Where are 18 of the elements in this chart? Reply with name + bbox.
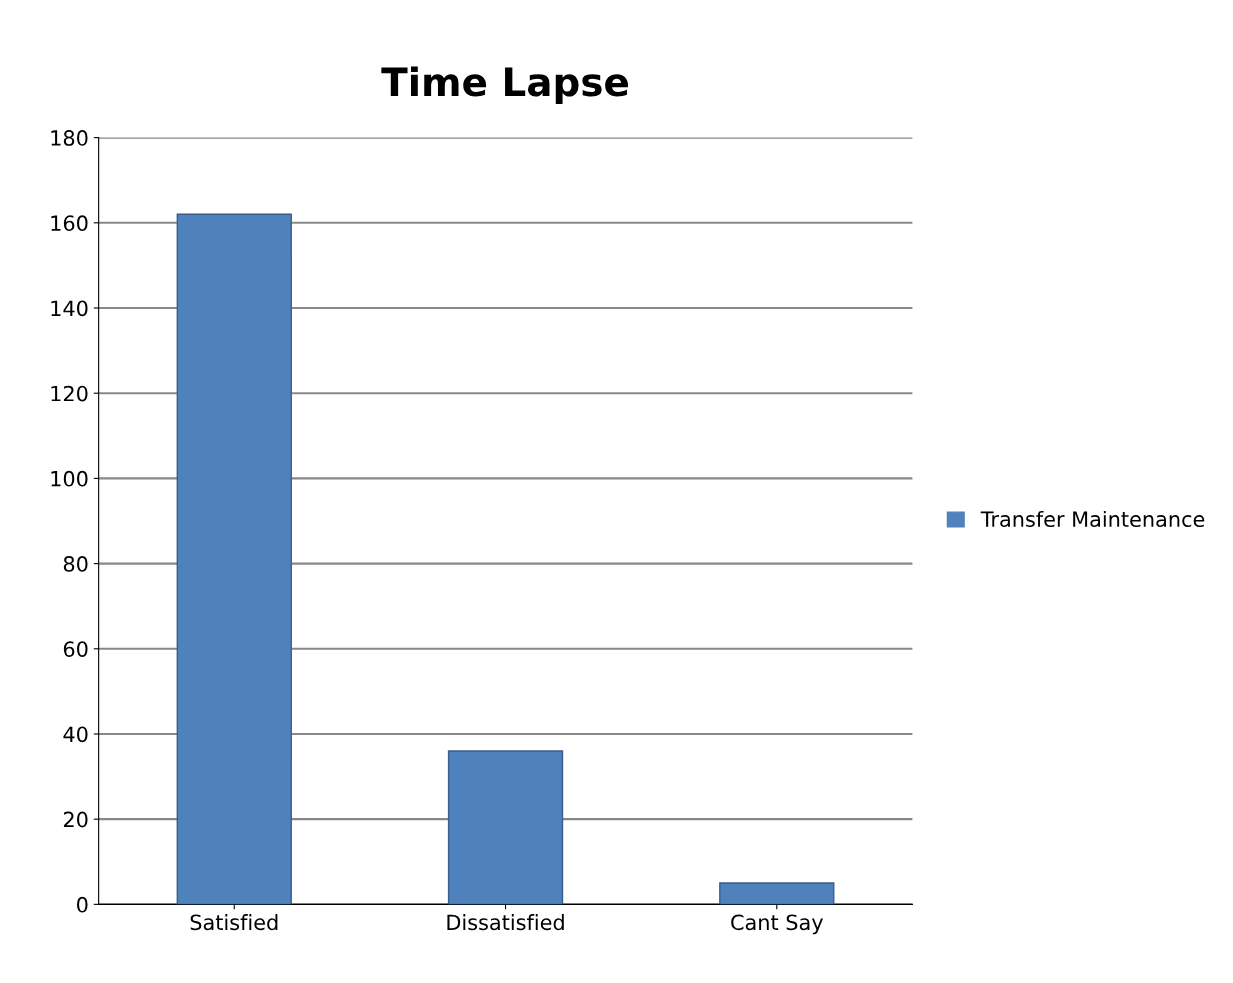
- legend-label: Transfer Maintenance: [980, 510, 1205, 528]
- y-tick-label: 180: [51, 130, 88, 146]
- y-tick-label: 80: [63, 556, 88, 572]
- chart-title: Time Lapse: [381, 66, 628, 105]
- x-tick-label: Dissatisfied: [447, 914, 564, 931]
- x-tick-label: Satisfied: [190, 914, 278, 931]
- y-tick-label: 20: [63, 811, 88, 828]
- y-tick-label: 120: [51, 385, 88, 402]
- y-tick-label: 0: [77, 896, 88, 913]
- bar: [447, 750, 564, 905]
- y-tick-label: 160: [51, 215, 88, 232]
- y-tick-label: 60: [63, 641, 88, 657]
- bar: [719, 882, 835, 905]
- y-tick-label: 40: [63, 726, 88, 743]
- bar: [176, 213, 292, 905]
- y-tick-label: 100: [51, 470, 88, 487]
- x-tick-label: Cant Say: [731, 914, 823, 935]
- y-tick-label: 140: [51, 300, 88, 317]
